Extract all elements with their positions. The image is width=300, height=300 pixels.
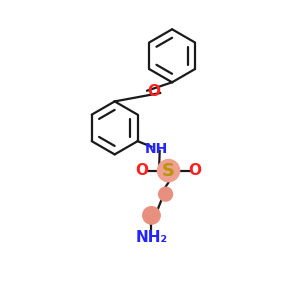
- Circle shape: [158, 187, 173, 202]
- Text: S: S: [162, 162, 175, 180]
- Text: NH: NH: [145, 142, 168, 155]
- Circle shape: [157, 159, 180, 182]
- Circle shape: [142, 206, 161, 225]
- Text: NH₂: NH₂: [135, 230, 167, 245]
- Text: O: O: [147, 84, 160, 99]
- Text: O: O: [136, 163, 148, 178]
- Text: O: O: [188, 163, 202, 178]
